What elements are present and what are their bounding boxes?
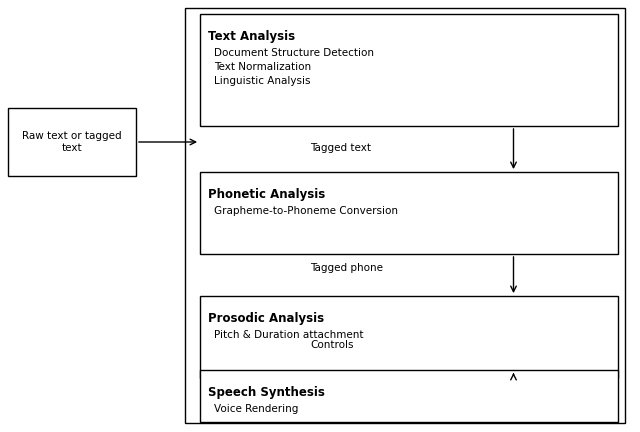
Text: Pitch & Duration attachment: Pitch & Duration attachment	[214, 330, 364, 340]
Text: Raw text or tagged
text: Raw text or tagged text	[22, 131, 122, 153]
Bar	[8, 108, 136, 176]
Bar	[200, 296, 618, 378]
Bar	[200, 14, 618, 126]
Text: Text Analysis: Text Analysis	[208, 30, 295, 43]
Text: Tagged text: Tagged text	[310, 143, 371, 153]
Bar	[185, 8, 625, 423]
Text: Speech Synthesis: Speech Synthesis	[208, 386, 325, 399]
Text: Linguistic Analysis: Linguistic Analysis	[214, 76, 310, 86]
Text: Grapheme-to-Phoneme Conversion: Grapheme-to-Phoneme Conversion	[214, 206, 398, 216]
Text: Phonetic Analysis: Phonetic Analysis	[208, 188, 325, 201]
Text: Text Normalization: Text Normalization	[214, 62, 311, 72]
Bar	[200, 172, 618, 254]
Text: Tagged phone: Tagged phone	[310, 263, 383, 273]
Bar	[200, 370, 618, 422]
Text: Document Structure Detection: Document Structure Detection	[214, 48, 374, 58]
Text: Prosodic Analysis: Prosodic Analysis	[208, 312, 324, 325]
Text: Voice Rendering: Voice Rendering	[214, 404, 298, 414]
Text: Controls: Controls	[310, 340, 353, 350]
